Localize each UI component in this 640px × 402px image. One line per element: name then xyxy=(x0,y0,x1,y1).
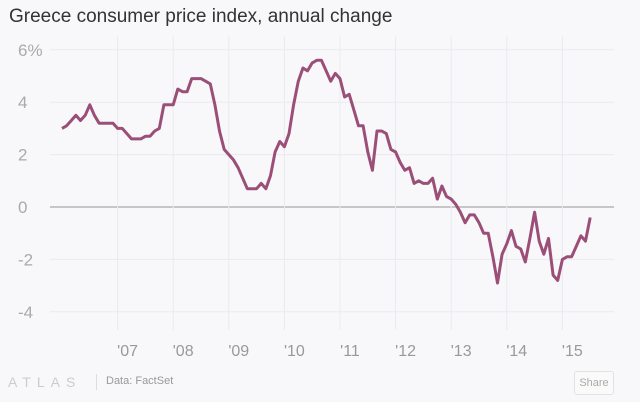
chart-title: Greece consumer price index, annual chan… xyxy=(9,6,393,27)
y-axis: 6% 4 2 0 -2 -4 xyxy=(18,41,43,322)
x-tick-label: '08 xyxy=(173,343,194,360)
y-tick-label: 2 xyxy=(18,146,27,165)
x-tick-label: '09 xyxy=(228,343,249,360)
y-tick-label: 4 xyxy=(18,93,27,112)
atlas-logo: ATLAS xyxy=(8,374,82,390)
y-tick-label: 0 xyxy=(18,198,27,217)
x-tick-label: '15 xyxy=(562,343,583,360)
grid xyxy=(50,36,614,330)
series-line xyxy=(61,58,592,285)
divider xyxy=(96,374,97,390)
y-tick-label: 6% xyxy=(18,41,43,60)
x-tick-label: '13 xyxy=(451,343,472,360)
x-tick-label: '14 xyxy=(506,343,527,360)
x-tick-label: '10 xyxy=(284,343,305,360)
footer: ATLAS Data: FactSet Share xyxy=(0,368,640,398)
y-tick-label: -4 xyxy=(18,303,33,322)
y-tick-label: -2 xyxy=(18,250,33,269)
data-source: Data: FactSet xyxy=(106,375,174,387)
share-button[interactable]: Share xyxy=(574,371,614,395)
x-tick-label: '11 xyxy=(340,343,360,360)
x-tick-label: '12 xyxy=(395,343,416,360)
line-chart: 6% 4 2 0 -2 -4 '07 '08 '09 '10 '11 '12 '13 '14 '15 xyxy=(18,36,614,360)
x-tick-label: '07 xyxy=(117,343,138,360)
x-axis: '07 '08 '09 '10 '11 '12 '13 '14 '15 xyxy=(117,343,583,360)
